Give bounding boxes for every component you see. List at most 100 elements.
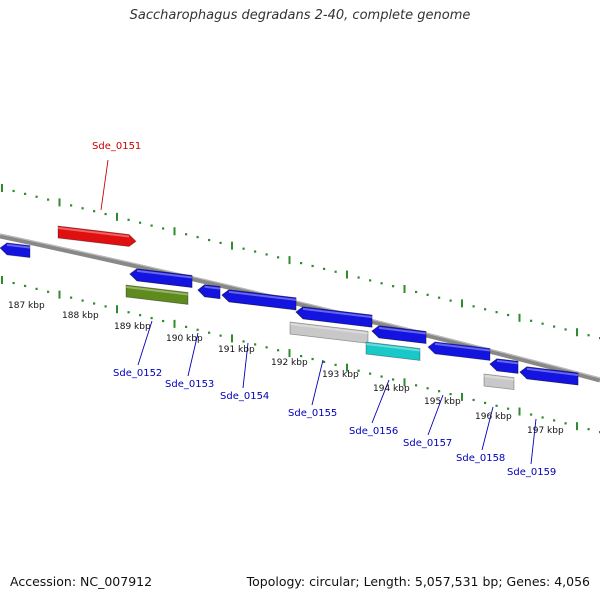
upper-ruler-minor-tick — [219, 241, 222, 245]
upper-ruler-minor-tick — [24, 192, 27, 195]
gene-label[interactable]: Sde_0158 — [456, 453, 505, 464]
lower-ruler-minor-tick — [530, 413, 533, 416]
lower-ruler-minor-tick — [380, 375, 383, 378]
upper-ruler-minor-tick — [242, 247, 245, 250]
lower-ruler-minor-tick — [150, 317, 153, 320]
lower-ruler-minor-tick — [323, 360, 326, 364]
cds-feature-10[interactable] — [483, 373, 515, 391]
upper-ruler-minor-tick — [357, 276, 360, 279]
upper-ruler-minor-tick — [530, 319, 533, 322]
lower-ruler-minor-tick — [185, 325, 188, 328]
lower-ruler-minor-tick — [541, 416, 544, 419]
cds-feature-1[interactable] — [0, 242, 31, 259]
upper-ruler-minor-tick — [587, 334, 590, 337]
backbone-highlight — [0, 233, 600, 379]
gene-label[interactable]: Sde_0151 — [92, 141, 141, 152]
lower-ruler-minor-tick — [449, 393, 452, 396]
upper-ruler-minor-tick — [104, 212, 107, 216]
lower-ruler-minor-tick — [311, 357, 314, 361]
gene-sde-0158[interactable] — [489, 358, 519, 374]
upper-ruler-minor-tick — [323, 267, 326, 270]
reverse-strand-ruler — [1, 276, 600, 434]
lower-ruler-minor-tick — [392, 378, 395, 381]
gene-label[interactable]: Sde_0152 — [113, 368, 162, 379]
lower-ruler-minor-tick — [242, 340, 245, 343]
upper-ruler-minor-tick — [150, 224, 153, 227]
lower-ruler-minor-tick — [35, 287, 38, 290]
upper-ruler-minor-tick — [426, 293, 429, 296]
lower-ruler-minor-tick — [507, 407, 510, 410]
gene-sde-0151[interactable] — [57, 225, 137, 247]
gene-label[interactable]: Sde_0155 — [288, 408, 337, 419]
leader-line — [187, 332, 199, 377]
upper-ruler-minor-tick — [196, 236, 199, 239]
gene-sde-0153[interactable] — [197, 284, 221, 300]
gene-sde-0157[interactable] — [427, 341, 491, 361]
gene-label[interactable]: Sde_0153 — [165, 379, 214, 390]
upper-ruler-minor-tick — [93, 210, 96, 213]
lower-ruler-minor-tick — [254, 343, 257, 346]
upper-ruler-minor-tick — [449, 299, 452, 302]
upper-ruler-minor-tick — [495, 311, 498, 314]
lower-ruler-minor-tick — [357, 369, 360, 372]
lower-ruler-minor-tick — [484, 401, 487, 404]
lower-ruler-minor-tick — [139, 314, 142, 317]
upper-ruler-minor-tick — [334, 270, 337, 273]
gene-track — [57, 225, 579, 386]
lower-ruler-minor-tick — [426, 387, 429, 390]
upper-ruler-minor-tick — [392, 285, 395, 288]
gene-sde-0154[interactable] — [221, 289, 297, 311]
lower-ruler-minor-tick — [587, 428, 590, 431]
kbp-label: 187 kbp — [8, 301, 45, 311]
upper-ruler-minor-tick — [553, 325, 556, 328]
lower-ruler-minor-tick — [369, 372, 372, 375]
lower-ruler-minor-tick — [208, 331, 211, 334]
upper-ruler-minor-tick — [507, 313, 510, 317]
lower-ruler-minor-tick — [564, 422, 567, 425]
scale-labels: 187 kbp 188 kbp 189 kbp 190 kbp 191 kbp 192 k… — [8, 301, 564, 436]
leader-line — [481, 406, 494, 451]
gene-label[interactable]: Sde_0159 — [507, 467, 556, 478]
gene-sde-0156[interactable] — [371, 325, 427, 344]
lower-ruler-minor-tick — [334, 363, 337, 366]
kbp-label: 192 kbp — [271, 358, 308, 368]
gene-label[interactable]: Sde_0156 — [349, 426, 398, 437]
backbone-line — [0, 233, 600, 383]
upper-ruler-minor-tick — [472, 305, 475, 308]
lower-ruler-minor-tick — [438, 390, 441, 393]
gene-label[interactable]: Sde_0154 — [220, 391, 269, 402]
lower-ruler-minor-tick — [162, 319, 165, 323]
kbp-label: 196 kbp — [475, 412, 512, 422]
gene-sde-0155[interactable] — [295, 306, 373, 328]
upper-ruler-minor-tick — [208, 238, 211, 242]
forward-strand-ruler — [1, 184, 600, 340]
leader-line — [100, 159, 109, 211]
upper-ruler-minor-tick — [185, 233, 188, 236]
gene-label[interactable]: Sde_0157 — [403, 438, 452, 449]
leader-line — [530, 418, 537, 465]
lower-ruler-minor-tick — [472, 398, 475, 402]
lower-ruler-minor-tick — [415, 384, 418, 387]
upper-ruler-minor-tick — [127, 218, 130, 221]
kbp-label: 193 kbp — [322, 370, 359, 380]
leader-line — [311, 359, 324, 406]
upper-ruler-minor-tick — [369, 279, 372, 282]
kbp-label: 191 kbp — [218, 345, 255, 355]
lower-ruler-minor-tick — [70, 296, 73, 299]
leader-line — [427, 394, 444, 436]
cds-feature-2[interactable] — [125, 284, 189, 305]
leader-line — [371, 379, 390, 424]
upper-ruler-minor-tick — [265, 253, 268, 256]
upper-ruler-minor-tick — [541, 322, 544, 325]
kbp-label: 197 kbp — [527, 426, 564, 436]
gene-sde-0152[interactable] — [129, 268, 193, 288]
kbp-label: 190 kbp — [166, 334, 203, 344]
gene-sde-0159[interactable] — [519, 366, 579, 386]
kbp-label: 188 kbp — [62, 311, 99, 321]
cds-feature-8[interactable] — [365, 341, 421, 361]
upper-ruler-minor-tick — [162, 227, 165, 230]
lower-ruler-minor-tick — [81, 299, 84, 302]
leader-line — [242, 342, 249, 389]
